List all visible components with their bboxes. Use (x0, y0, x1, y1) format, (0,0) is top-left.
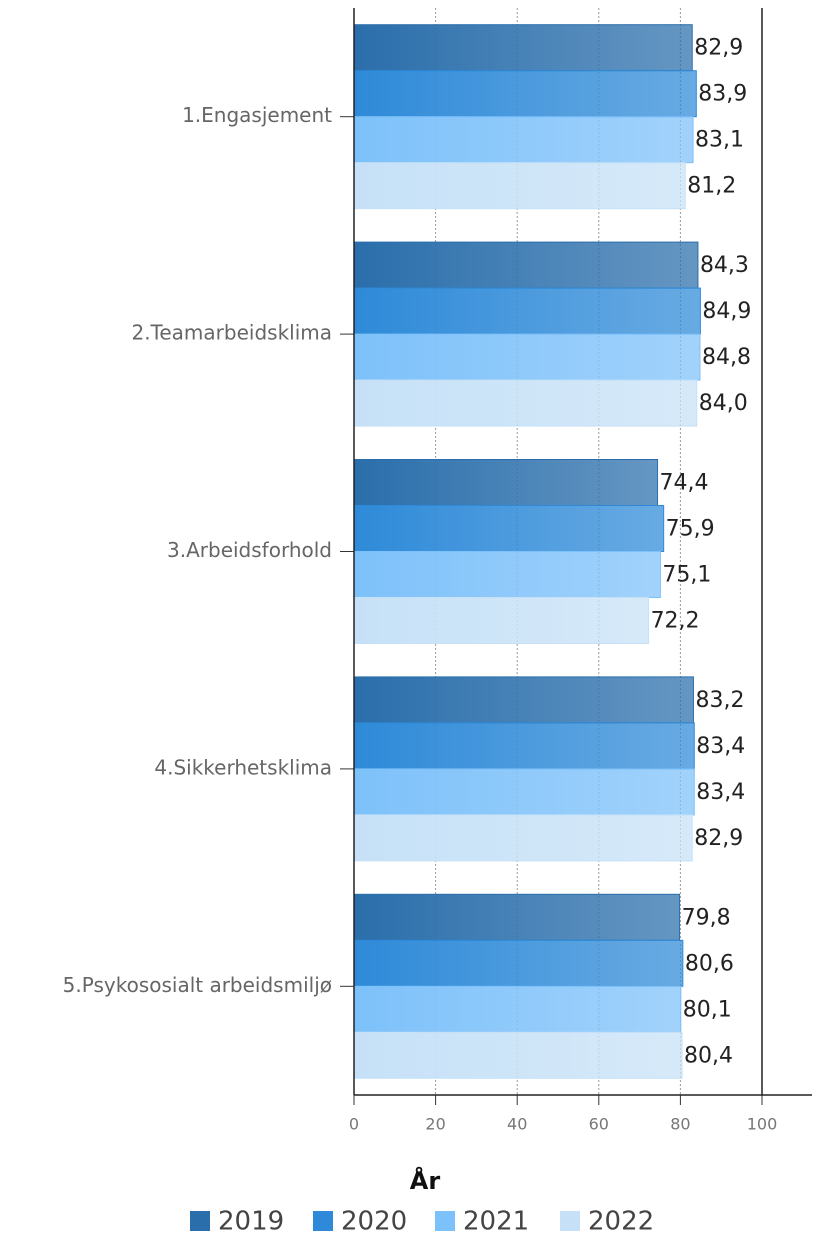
value-label: 80,4 (684, 1043, 733, 1068)
legend-title: År (410, 1166, 441, 1195)
value-label: 80,6 (685, 951, 734, 976)
value-label: 79,8 (682, 905, 731, 930)
bar (353, 287, 701, 335)
value-label: 84,8 (702, 345, 751, 370)
value-label: 80,1 (683, 997, 732, 1022)
bar (353, 70, 697, 118)
legend-swatch (313, 1211, 333, 1231)
bar (353, 597, 650, 644)
bar (353, 1031, 683, 1079)
legend-swatch (190, 1211, 210, 1231)
y-tick-label: 5.Psykososialt arbeidsmiljø (63, 973, 332, 997)
bar (353, 676, 694, 724)
value-label: 83,4 (696, 780, 745, 805)
bar (353, 24, 693, 72)
x-tick-label: 60 (589, 1115, 609, 1134)
legend-label: 2021 (463, 1207, 529, 1237)
bar (353, 459, 659, 506)
value-label: 83,1 (695, 128, 744, 153)
x-tick-label: 20 (425, 1115, 445, 1134)
bar (353, 893, 681, 941)
value-label: 72,2 (651, 609, 700, 634)
legend-label: 2019 (218, 1207, 284, 1237)
bar (353, 939, 684, 987)
value-label: 82,9 (694, 826, 743, 851)
legend-label: 2020 (341, 1207, 407, 1237)
value-label: 83,9 (698, 82, 747, 107)
bar (353, 333, 701, 381)
legend-swatch (435, 1211, 455, 1231)
x-tick-label: 80 (670, 1115, 690, 1134)
bar (353, 814, 693, 862)
x-tick-label: 0 (349, 1115, 359, 1134)
bar (353, 162, 686, 210)
y-tick-label: 3.Arbeidsforhold (167, 538, 332, 562)
value-label: 82,9 (694, 36, 743, 61)
bar (353, 551, 661, 598)
bar (353, 116, 694, 164)
y-tick-label: 1.Engasjement (182, 103, 332, 127)
value-label: 84,9 (702, 299, 751, 324)
bar (353, 722, 695, 770)
value-label: 84,3 (700, 253, 749, 278)
value-label: 83,2 (695, 688, 744, 713)
bar (353, 379, 698, 427)
value-label: 81,2 (687, 174, 736, 199)
value-label: 83,4 (696, 734, 745, 759)
value-label: 75,9 (666, 517, 715, 542)
bar (353, 985, 682, 1033)
bar (353, 768, 695, 816)
y-tick-label: 4.Sikkerhetsklima (154, 755, 332, 779)
value-label: 84,0 (699, 391, 748, 416)
value-label: 75,1 (662, 563, 711, 588)
x-tick-label: 40 (507, 1115, 527, 1134)
value-label: 74,4 (660, 471, 709, 496)
x-tick-label: 100 (747, 1115, 778, 1134)
y-tick-label: 2.Teamarbeidsklima (131, 321, 332, 345)
bar (353, 505, 665, 552)
bar (353, 241, 699, 289)
legend-label: 2022 (588, 1207, 654, 1237)
legend-swatch (560, 1211, 580, 1231)
